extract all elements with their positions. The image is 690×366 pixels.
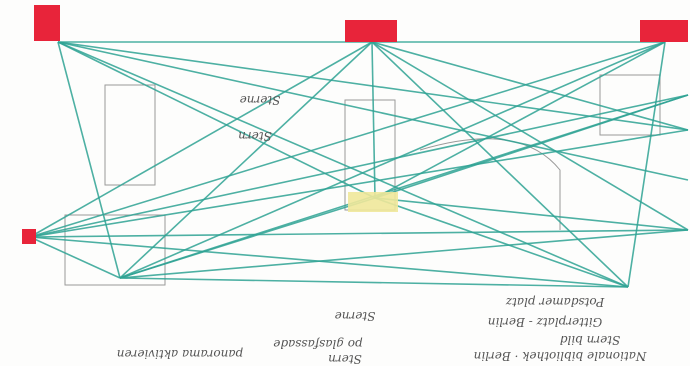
handwritten-note: Sterne	[240, 93, 281, 107]
string	[374, 41, 666, 199]
handwritten-note: po glasfassade	[273, 337, 362, 351]
string	[29, 94, 689, 238]
string	[29, 236, 629, 288]
string	[119, 277, 629, 288]
string	[29, 236, 121, 279]
string	[119, 229, 689, 279]
string	[29, 41, 373, 238]
handwritten-note: Stern	[328, 352, 362, 366]
string	[57, 41, 121, 279]
string	[57, 41, 376, 199]
handwritten-note: Stern	[238, 129, 272, 143]
handwritten-note: Potsdamer platz	[505, 295, 605, 309]
pencil-box	[64, 214, 166, 286]
red-pins	[22, 5, 688, 244]
red-pin	[34, 5, 60, 41]
red-pin	[345, 20, 397, 42]
string	[371, 41, 629, 288]
handwritten-note: Gitterplatz - Berlin	[488, 315, 602, 329]
string	[29, 41, 666, 238]
red-pin	[640, 20, 688, 42]
string	[119, 41, 666, 279]
string	[57, 41, 629, 288]
yellow-note	[348, 192, 398, 212]
string	[29, 229, 689, 238]
red-pin	[22, 229, 36, 244]
string	[374, 197, 629, 288]
handwritten-note: Sterne	[335, 309, 376, 323]
pencil-box	[104, 84, 156, 186]
string	[29, 129, 689, 238]
handwritten-note: Nationale bibliothek · Berlin	[474, 349, 648, 363]
string	[371, 41, 376, 199]
string	[119, 94, 689, 279]
handwritten-note: Stern bild	[559, 333, 620, 347]
strings	[29, 41, 689, 288]
handwritten-note: panorama aktivieren	[117, 347, 243, 361]
string	[627, 41, 666, 288]
notes: Nationale bibliothek · Berlin Stern bild G…	[117, 93, 648, 366]
string	[119, 41, 373, 279]
string	[371, 41, 689, 231]
string	[371, 41, 689, 131]
string	[374, 197, 689, 231]
